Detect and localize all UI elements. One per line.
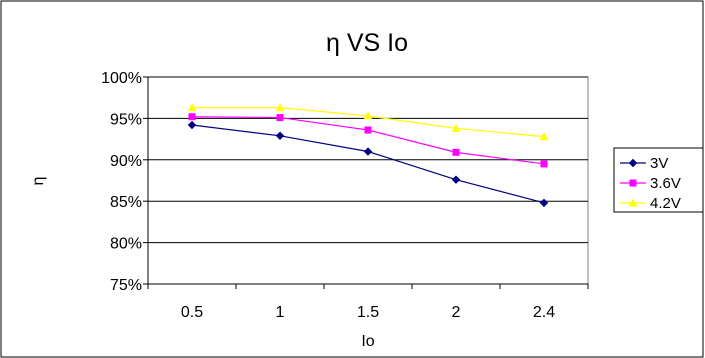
y-tick-label: 100%: [101, 70, 142, 87]
chart-title: η VS Io: [326, 29, 408, 57]
data-point: [363, 147, 373, 156]
x-axis-ticks: 0.5 1 1.5 2 2.4: [147, 283, 589, 321]
data-point: [540, 160, 548, 168]
legend-marker: [628, 198, 638, 207]
data-point: [187, 103, 197, 112]
y-tick-label: 75%: [110, 277, 142, 294]
legend-label: 3V: [650, 155, 668, 172]
x-tick-label: 0.5: [181, 304, 203, 321]
x-tick-label: 2.4: [533, 304, 555, 321]
x-axis-label: Io: [361, 333, 374, 350]
data-point: [275, 103, 285, 112]
data-point: [275, 131, 285, 140]
x-tick-label: 1: [276, 304, 285, 321]
legend-label: 4.2V: [650, 195, 681, 212]
data-point: [452, 148, 460, 156]
data-point: [539, 132, 549, 141]
data-point: [451, 123, 461, 132]
gridlines: [148, 76, 588, 244]
y-tick-label: 90%: [110, 153, 142, 170]
legend-box: [613, 147, 704, 213]
y-axis-ticks: 75% 80% 85% 90% 95% 100%: [101, 70, 149, 294]
legend-marker: [628, 158, 638, 168]
x-tick-label: 1.5: [357, 304, 379, 321]
data-point: [188, 113, 196, 121]
legend-marker: [629, 179, 637, 187]
series-lines: [187, 103, 549, 208]
data-point: [364, 126, 372, 134]
data-point: [276, 114, 284, 122]
data-point: [187, 120, 197, 130]
legend: 3V 3.6V 4.2V: [620, 155, 681, 212]
legend-label: 3.6V: [650, 175, 681, 192]
data-point: [451, 175, 461, 184]
y-axis-label: η: [30, 177, 47, 186]
data-point: [539, 198, 549, 208]
x-tick-label: 2: [452, 304, 461, 321]
y-tick-label: 85%: [110, 194, 142, 211]
data-point: [363, 111, 373, 120]
y-tick-label: 80%: [110, 236, 142, 253]
y-tick-label: 95%: [110, 111, 142, 128]
